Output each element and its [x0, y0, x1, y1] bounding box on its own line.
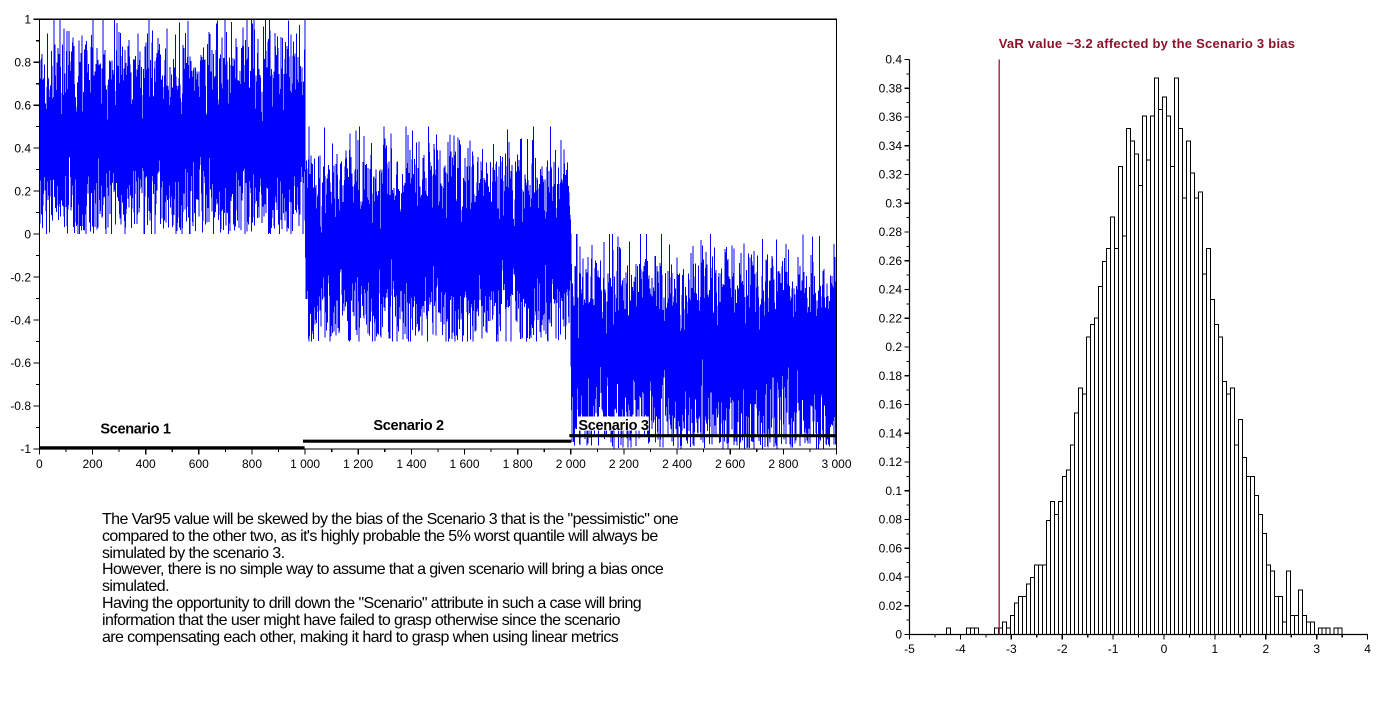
svg-text:0.1: 0.1 — [885, 484, 902, 498]
svg-text:0.14: 0.14 — [879, 426, 903, 440]
svg-text:-4: -4 — [955, 642, 966, 656]
svg-text:0.22: 0.22 — [879, 311, 903, 325]
svg-text:4: 4 — [1364, 642, 1371, 656]
svg-text:0.8: 0.8 — [14, 55, 31, 69]
svg-text:2 400: 2 400 — [662, 457, 692, 471]
svg-text:2 200: 2 200 — [609, 457, 639, 471]
svg-text:-0.4: -0.4 — [10, 313, 31, 327]
svg-text:400: 400 — [136, 457, 156, 471]
svg-text:0.4: 0.4 — [14, 141, 31, 155]
svg-text:0: 0 — [24, 227, 31, 241]
svg-text:600: 600 — [189, 457, 209, 471]
svg-text:0.6: 0.6 — [14, 98, 31, 112]
svg-text:Scenario 3: Scenario 3 — [578, 418, 649, 434]
svg-text:-0.2: -0.2 — [10, 270, 31, 284]
svg-text:0: 0 — [36, 457, 43, 471]
svg-text:1 400: 1 400 — [396, 457, 426, 471]
svg-text:0: 0 — [895, 628, 902, 642]
svg-text:0.34: 0.34 — [879, 139, 903, 153]
svg-text:0.04: 0.04 — [879, 570, 903, 584]
svg-text:0.3: 0.3 — [885, 196, 902, 210]
svg-text:0.38: 0.38 — [879, 82, 903, 96]
svg-text:VaR value ~3.2 affected by the: VaR value ~3.2 affected by the Scenario … — [999, 36, 1296, 51]
svg-text:3: 3 — [1313, 642, 1320, 656]
svg-text:0.32: 0.32 — [879, 168, 903, 182]
svg-text:3 000: 3 000 — [821, 457, 851, 471]
svg-text:-0.6: -0.6 — [10, 356, 31, 370]
svg-text:0.2: 0.2 — [14, 184, 31, 198]
svg-text:800: 800 — [242, 457, 262, 471]
svg-text:-2: -2 — [1057, 642, 1068, 656]
svg-text:2 600: 2 600 — [715, 457, 745, 471]
svg-text:0.08: 0.08 — [879, 513, 903, 527]
svg-text:-1: -1 — [20, 442, 31, 456]
svg-text:0.36: 0.36 — [879, 110, 903, 124]
svg-text:0.18: 0.18 — [879, 369, 903, 383]
svg-text:1 000: 1 000 — [290, 457, 320, 471]
svg-text:0.28: 0.28 — [879, 225, 903, 239]
svg-text:1: 1 — [24, 12, 31, 26]
svg-text:0.4: 0.4 — [885, 53, 902, 67]
svg-text:-0.8: -0.8 — [10, 399, 31, 413]
svg-text:200: 200 — [82, 457, 102, 471]
svg-text:0.2: 0.2 — [885, 340, 902, 354]
svg-text:0.12: 0.12 — [879, 455, 903, 469]
svg-text:-5: -5 — [904, 642, 915, 656]
svg-text:0.24: 0.24 — [879, 283, 903, 297]
svg-text:Scenario 1: Scenario 1 — [100, 422, 171, 438]
svg-text:1 800: 1 800 — [503, 457, 533, 471]
svg-text:2 800: 2 800 — [768, 457, 798, 471]
svg-text:0.06: 0.06 — [879, 542, 903, 556]
svg-text:1: 1 — [1212, 642, 1219, 656]
svg-text:1 200: 1 200 — [343, 457, 373, 471]
svg-text:0.26: 0.26 — [879, 254, 903, 268]
svg-text:0.02: 0.02 — [879, 599, 903, 613]
svg-text:2 000: 2 000 — [556, 457, 586, 471]
svg-text:1 600: 1 600 — [449, 457, 479, 471]
svg-text:0.16: 0.16 — [879, 398, 903, 412]
svg-text:Scenario 2: Scenario 2 — [373, 418, 444, 434]
svg-text:-3: -3 — [1006, 642, 1017, 656]
svg-text:2: 2 — [1262, 642, 1269, 656]
svg-text:-1: -1 — [1108, 642, 1119, 656]
svg-text:0: 0 — [1161, 642, 1168, 656]
